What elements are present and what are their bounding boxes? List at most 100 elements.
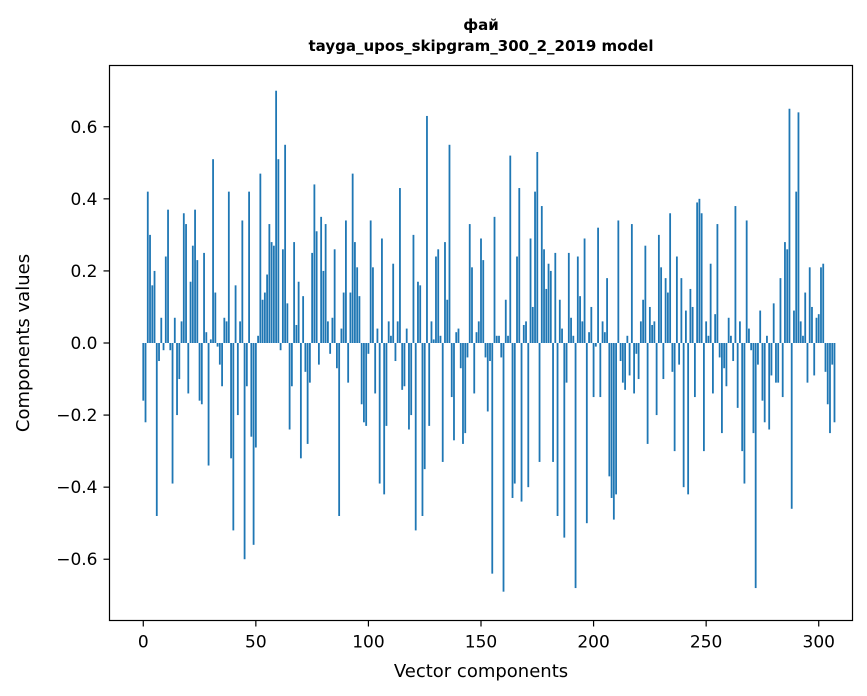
bar-283 xyxy=(779,278,782,343)
bar-135 xyxy=(446,299,449,343)
bar-191 xyxy=(572,335,575,343)
bar-189 xyxy=(567,252,570,343)
bar-87 xyxy=(338,343,341,516)
bar-289 xyxy=(793,310,795,343)
bar-274 xyxy=(759,310,762,343)
bar-258 xyxy=(723,343,726,369)
bar-108 xyxy=(385,343,388,426)
bar-138 xyxy=(453,343,455,441)
bar-158 xyxy=(498,335,500,343)
bar-278 xyxy=(768,343,771,430)
x-tick-label: 100 xyxy=(352,633,384,653)
bar-285 xyxy=(784,242,786,343)
bar-161 xyxy=(504,299,507,343)
bar-46 xyxy=(245,343,248,387)
bar-176 xyxy=(538,343,541,462)
bar-267 xyxy=(743,343,746,484)
bar-136 xyxy=(448,144,451,343)
bar-55 xyxy=(266,274,269,343)
bar-7 xyxy=(158,343,160,362)
bar-149 xyxy=(477,321,480,343)
bar-200 xyxy=(592,343,595,398)
bar-204 xyxy=(601,321,604,343)
bar-168 xyxy=(520,343,523,502)
bar-115 xyxy=(401,343,404,390)
bar-245 xyxy=(693,343,696,398)
bar-295 xyxy=(806,343,809,383)
bar-188 xyxy=(565,343,568,383)
x-tick-label: 0 xyxy=(138,633,149,653)
bar-150 xyxy=(480,238,482,343)
bars-group xyxy=(142,90,836,592)
bar-255 xyxy=(716,224,719,343)
bar-85 xyxy=(333,249,336,343)
bar-271 xyxy=(752,343,755,434)
bar-156 xyxy=(493,216,496,343)
bar-48 xyxy=(250,343,253,437)
bar-128 xyxy=(430,321,433,343)
bar-32 xyxy=(214,292,217,343)
bar-307 xyxy=(833,343,836,423)
bar-266 xyxy=(741,343,744,452)
bar-69 xyxy=(297,281,300,343)
bar-205 xyxy=(603,332,606,343)
bar-109 xyxy=(387,321,390,343)
bar-11 xyxy=(167,209,169,343)
bar-152 xyxy=(484,343,487,358)
bar-140 xyxy=(457,328,460,343)
bar-298 xyxy=(813,343,816,376)
bar-52 xyxy=(259,173,262,343)
bar-74 xyxy=(308,343,311,383)
bar-183 xyxy=(554,252,557,343)
bar-34 xyxy=(218,343,221,365)
bar-282 xyxy=(777,343,780,383)
bar-103 xyxy=(374,343,377,394)
x-tick-label: 300 xyxy=(803,633,835,653)
bar-107 xyxy=(383,343,386,495)
bar-181 xyxy=(549,270,552,343)
bar-79 xyxy=(320,216,323,343)
bar-241 xyxy=(684,310,687,343)
bar-154 xyxy=(489,343,491,362)
bar-195 xyxy=(581,321,584,343)
bar-42 xyxy=(236,343,239,416)
bar-177 xyxy=(540,206,543,343)
bar-44 xyxy=(241,220,244,343)
bar-26 xyxy=(200,343,203,405)
bar-208 xyxy=(610,343,613,498)
bar-117 xyxy=(405,328,408,343)
bar-144 xyxy=(466,343,469,358)
chart-title: фай xyxy=(463,16,499,34)
bar-60 xyxy=(277,159,280,343)
bar-164 xyxy=(511,343,514,498)
bar-71 xyxy=(302,296,305,343)
bar-243 xyxy=(689,288,692,343)
bar-53 xyxy=(261,299,264,343)
bar-202 xyxy=(597,227,599,343)
bar-194 xyxy=(579,296,581,343)
bar-106 xyxy=(381,238,383,343)
bar-254 xyxy=(714,314,717,343)
bar-124 xyxy=(421,343,424,516)
bar-292 xyxy=(799,321,802,343)
bar-31 xyxy=(212,159,214,343)
bar-139 xyxy=(455,332,458,343)
bar-230 xyxy=(660,267,663,343)
bar-133 xyxy=(441,343,444,462)
bar-171 xyxy=(527,343,530,488)
x-tick-label: 50 xyxy=(245,633,267,653)
bar-231 xyxy=(662,343,665,380)
bar-94 xyxy=(354,242,356,343)
bar-33 xyxy=(216,343,219,347)
bar-72 xyxy=(304,343,307,372)
bar-213 xyxy=(621,343,624,383)
bar-240 xyxy=(682,343,685,488)
bar-25 xyxy=(198,343,201,401)
bar-56 xyxy=(268,224,271,343)
bar-145 xyxy=(468,224,471,343)
bar-206 xyxy=(606,278,608,343)
bar-47 xyxy=(248,191,250,343)
bar-89 xyxy=(342,292,345,343)
bar-211 xyxy=(617,220,620,343)
